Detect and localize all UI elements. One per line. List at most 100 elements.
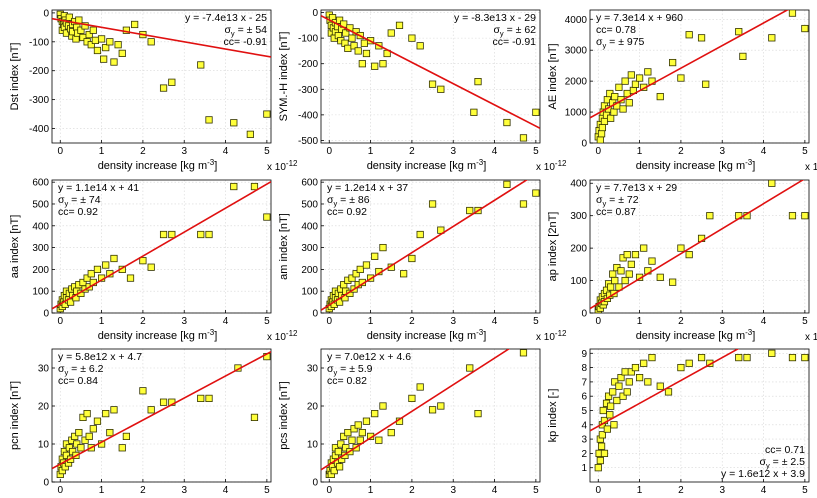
data-point: [340, 432, 348, 441]
plot-frame: [51, 9, 272, 144]
x-axis-label: density increase [kg m-3]: [367, 158, 487, 172]
data-point: [669, 58, 677, 67]
y-tick-label: 300: [301, 243, 318, 254]
x-tick-label: 0: [57, 485, 63, 496]
x-tick-label: 0: [595, 316, 601, 327]
y-tick-label: 2000: [565, 77, 588, 88]
y-tick-label: 600: [32, 178, 49, 189]
data-point: [263, 213, 271, 221]
data-point: [706, 212, 714, 220]
data-point: [596, 136, 604, 143]
annotation-text: cc= 0.87: [596, 206, 636, 218]
data-point: [627, 260, 635, 268]
annotation-text: cc= 0.92: [58, 206, 98, 218]
data-point: [610, 421, 618, 429]
data-point: [664, 388, 673, 396]
data-point: [348, 274, 356, 282]
data-point: [362, 49, 371, 58]
x-tick-label: 2: [678, 146, 684, 157]
data-point: [118, 49, 126, 57]
data-point: [379, 243, 387, 252]
annotation-text: σy = ± 2.5: [760, 456, 806, 470]
annotation-text: σy = ± 72: [596, 194, 639, 208]
chart-panel: 0 1 2 3 4 5 0 100 200 300 400 ap index [2nT] density…: [547, 179, 817, 343]
data-point: [466, 364, 474, 372]
x-tick-label: 3: [450, 485, 456, 496]
data-point: [387, 29, 395, 37]
data-point: [519, 200, 528, 208]
data-point: [768, 180, 776, 187]
y-tick-label: 200: [570, 244, 587, 255]
data-point: [93, 46, 102, 55]
data-point: [428, 80, 437, 88]
data-point: [65, 13, 73, 21]
data-point: [159, 84, 168, 92]
regression-line: [590, 180, 805, 310]
x-tick-label: 5: [533, 485, 539, 496]
data-point: [100, 55, 108, 63]
data-point: [617, 267, 625, 275]
x-tick-label: 1: [368, 485, 374, 496]
data-point: [246, 130, 254, 138]
y-tick-label: 8: [581, 363, 587, 374]
data-point: [768, 34, 776, 42]
data-point: [330, 466, 338, 475]
x-tick-label: 2: [409, 146, 415, 157]
x-axis-scale-factor: x 10-12: [805, 159, 817, 173]
data-point: [102, 409, 110, 418]
data-point: [416, 42, 424, 50]
x-tick-label: 0: [57, 146, 63, 157]
y-axis-label: AE index [nT]: [547, 43, 559, 109]
y-tick-label: 10: [307, 440, 319, 451]
data-point: [395, 21, 404, 29]
data-point: [106, 38, 114, 46]
data-point: [75, 428, 83, 437]
y-tick-label: 0: [43, 309, 49, 320]
data-point: [617, 374, 625, 382]
regression-line: [590, 349, 740, 432]
x-tick-label: 4: [492, 316, 498, 327]
data-point: [743, 353, 751, 362]
data-point: [356, 265, 364, 273]
x-tick-label: 4: [761, 316, 767, 327]
data-point: [474, 409, 482, 418]
data-point: [335, 463, 344, 471]
data-point: [631, 363, 640, 372]
data-point: [677, 363, 685, 372]
data-point: [89, 26, 97, 34]
annotation-text: σy = ± 975: [596, 36, 645, 50]
data-point: [250, 413, 259, 422]
annotation-text: y = 1.2e14 x + 37: [327, 182, 408, 194]
data-point: [197, 61, 205, 69]
data-point: [93, 417, 102, 425]
data-point: [739, 52, 747, 60]
data-point: [621, 276, 629, 285]
data-point: [400, 270, 408, 278]
x-tick-label: 4: [223, 316, 229, 327]
data-point: [110, 406, 118, 414]
data-point: [635, 374, 644, 382]
y-tick-label: 5: [581, 406, 587, 417]
data-point: [600, 449, 609, 457]
data-point: [788, 353, 797, 362]
y-tick-label: 2: [581, 449, 587, 460]
data-points: [325, 11, 540, 142]
data-point: [598, 431, 606, 439]
data-point: [344, 44, 352, 52]
data-point: [102, 43, 110, 52]
y-axis-label: am index [nT]: [278, 213, 290, 280]
data-point: [597, 442, 606, 450]
x-tick-label: 3: [181, 316, 187, 327]
y-tick-label: 0: [581, 139, 587, 150]
y-tick-label: 9: [581, 349, 587, 360]
data-point: [627, 368, 635, 376]
data-point: [110, 58, 118, 66]
regression-line: [52, 181, 271, 310]
data-point: [503, 118, 511, 127]
data-point: [83, 409, 91, 418]
data-point: [648, 353, 656, 362]
data-point: [87, 41, 95, 49]
annotation-text: cc= 0.78: [596, 24, 636, 36]
regression-line: [52, 351, 271, 470]
data-point: [610, 108, 618, 116]
